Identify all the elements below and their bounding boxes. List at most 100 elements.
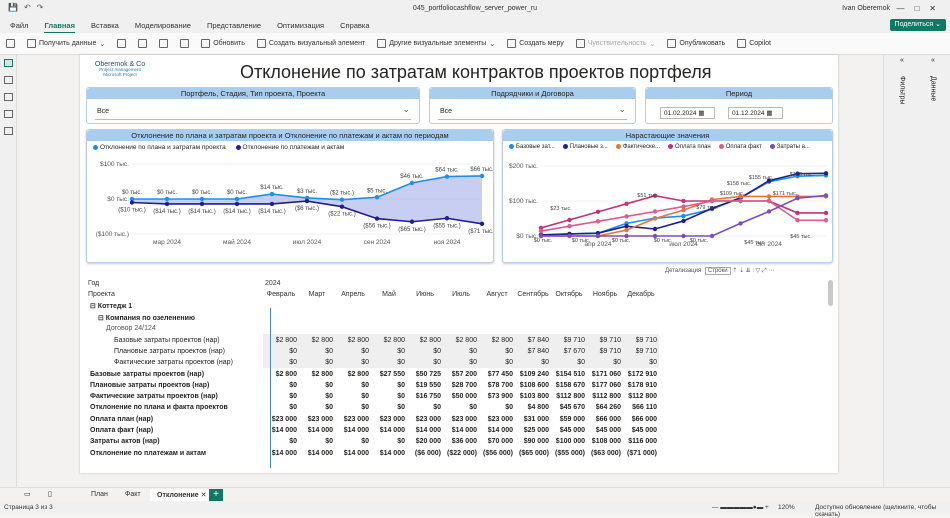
matrix-visual[interactable]: Год 2024 Проекта Февраль Март Апрель Май Июнь Ию…	[86, 278, 833, 471]
legend-item[interactable]: Фактическе...	[615, 144, 660, 150]
legend-item[interactable]: Оплата план	[668, 144, 711, 150]
month-header[interactable]: Март	[308, 291, 326, 299]
model-view-icon[interactable]	[4, 93, 13, 101]
tab-plan[interactable]: План	[91, 491, 108, 498]
report-title: Отклонение по затратам контрактов проект…	[240, 62, 712, 82]
menu-modeling[interactable]: Моделирование	[134, 20, 191, 30]
data-point	[624, 214, 629, 219]
table-cell: $14 000	[379, 449, 405, 457]
legend-item[interactable]: Базовые зат...	[509, 144, 555, 150]
month-header[interactable]: Июнь	[416, 291, 434, 299]
excel-button[interactable]	[117, 39, 127, 48]
user-name[interactable]: Ivan Oberemok	[842, 5, 890, 12]
table-cell: $9 710	[623, 345, 659, 358]
date-from-input[interactable]: 01.02.2024 ▦	[660, 107, 715, 119]
table-cell: $23 000	[451, 415, 477, 423]
table-cell: $100 000	[555, 438, 585, 446]
menu-file[interactable]: Файл	[10, 20, 29, 30]
data-label: $0 тыс.	[534, 238, 553, 244]
data-label: $51 тыс.	[637, 193, 659, 199]
menu-insert[interactable]: Вставка	[90, 20, 119, 30]
filters-pane-collapsed[interactable]: « Фильтры	[888, 57, 916, 477]
menu-help[interactable]: Справка	[340, 20, 370, 30]
month-header[interactable]: Октябрь	[555, 291, 583, 299]
new-visual-button[interactable]: Создать визуальный элемент	[256, 39, 365, 48]
table-cell: $112 800	[592, 393, 621, 401]
copilot-button[interactable]: Copilot	[737, 39, 771, 48]
legend-item[interactable]: Отклонение по плана и затратам проекта	[93, 144, 226, 151]
month-header[interactable]: Июль	[452, 291, 470, 299]
window-controls[interactable]: —□✕	[896, 4, 946, 13]
desktop-layout-icon[interactable]: ▭	[24, 491, 31, 498]
table-cell: $7 840	[515, 334, 551, 346]
refresh-button[interactable]: Обновить	[201, 39, 245, 48]
legend-item[interactable]: Отклонение по платежам и актам	[235, 144, 344, 151]
data-point	[444, 174, 450, 179]
date-to-input[interactable]: 01.12.2024 ▦	[728, 107, 783, 119]
row-label[interactable]: ⊟ Коттедж 1	[90, 303, 133, 311]
dax-view-icon[interactable]	[4, 110, 13, 118]
portfolio-slicer[interactable]: Портфель, Стадия, Тип проекта, Проекта В…	[86, 87, 420, 124]
paste-button[interactable]	[6, 39, 15, 48]
detail-select[interactable]: Строки	[704, 267, 731, 275]
new-measure-button[interactable]: Создать меру	[507, 39, 564, 48]
table-cell: $109 240	[519, 370, 549, 378]
data-label: $5 тыс.	[367, 188, 387, 194]
drill-icons[interactable]: ⇡ ⇣ ⇊ ⫶ ▽ ⤢ ⋯	[732, 268, 775, 274]
quick-access-toolbar[interactable]: 💾↶↷	[8, 3, 50, 12]
zoom-slider[interactable]: — ▬▬▬▬▬●▬ +	[712, 504, 769, 511]
transform-button[interactable]	[180, 39, 190, 48]
share-button[interactable]: Поделиться ⌄	[889, 19, 946, 31]
onelake-button[interactable]	[138, 39, 148, 48]
report-view-icon[interactable]	[4, 59, 13, 67]
publish-button[interactable]: Опубликовать	[667, 39, 725, 48]
table-cell: $0	[443, 357, 479, 369]
update-notice[interactable]: Доступно обновление (щелкните, чтобы ска…	[815, 504, 937, 518]
contractors-slicer[interactable]: Подрядчики и Договора Все ⌄	[429, 87, 636, 124]
table-cell: $16 750	[415, 393, 441, 401]
y-tick-label: $0 тыс.	[107, 196, 129, 203]
month-header[interactable]: Декабрь	[627, 291, 655, 299]
vertical-scrollbar[interactable]	[828, 280, 833, 306]
cumulative-chart[interactable]: Нарастающие значения Базовые зат... Плано…	[502, 129, 833, 263]
legend-item[interactable]: Плановые з...	[562, 144, 608, 150]
row-label[interactable]: ⊟ Компания по озеленению	[98, 314, 195, 322]
menu-optimize[interactable]: Оптимизация	[277, 20, 325, 30]
table-cell: $178 910	[627, 381, 657, 389]
tab-fact[interactable]: Факт	[125, 491, 141, 498]
data-label: $158 тыс.	[727, 181, 752, 187]
tmdl-view-icon[interactable]	[4, 127, 13, 135]
month-header[interactable]: Ноябрь	[592, 291, 618, 299]
month-header[interactable]: Февраль	[266, 291, 296, 299]
table-cell: $45 000	[631, 427, 657, 434]
matrix-table: Год 2024 Проекта Февраль Март Апрель Май Июнь Ию…	[86, 278, 659, 459]
calendar-icon: ▦	[766, 110, 773, 117]
legend-item[interactable]: Оплата факт	[718, 144, 762, 150]
menu-view[interactable]: Представление	[206, 20, 262, 30]
data-label: $0 тыс.	[122, 190, 142, 196]
table-cell: $158 670	[555, 381, 585, 389]
get-data-button[interactable]: Получить данные ⌄	[27, 39, 105, 48]
chevron-down-icon[interactable]: ⌄	[402, 104, 410, 114]
legend-item[interactable]: Затраты а...	[769, 144, 810, 150]
table-cell: $0	[479, 345, 515, 358]
table-cell: $2 800	[443, 334, 479, 346]
month-header[interactable]: Апрель	[341, 291, 365, 299]
mobile-layout-icon[interactable]: ▯	[48, 491, 52, 498]
data-label: $155 тыс.	[749, 175, 774, 181]
chevron-down-icon[interactable]: ⌄	[618, 104, 626, 114]
table-view-icon[interactable]	[4, 76, 13, 84]
menu-home[interactable]: Главная	[44, 20, 75, 34]
sql-button[interactable]	[159, 39, 169, 48]
month-header[interactable]: Август	[486, 291, 508, 299]
more-visuals-button[interactable]: Другие визуальные элементы ⌄	[377, 39, 495, 48]
add-page-button[interactable]: +	[209, 489, 223, 501]
row-label[interactable]: Договор 24/124	[106, 325, 156, 333]
month-header[interactable]: Сентябрь	[517, 291, 549, 299]
table-cell: $14 000	[271, 427, 297, 434]
data-pane-collapsed[interactable]: « Данные	[919, 57, 947, 477]
month-header[interactable]: Май	[382, 291, 396, 299]
table-cell: $20 000	[415, 438, 441, 446]
variance-chart[interactable]: Отклонение по плана и затратам проекта и…	[86, 129, 494, 263]
sensitivity-button[interactable]: Чувствительность ⌄	[575, 39, 655, 48]
